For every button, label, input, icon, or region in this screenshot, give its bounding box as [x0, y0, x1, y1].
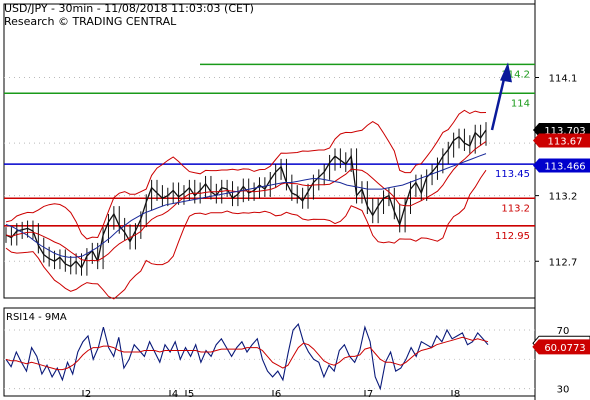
price-badge-label: 113.67 — [548, 137, 583, 148]
price-badge — [533, 158, 590, 173]
x-tick-label: 5 — [188, 389, 194, 400]
chart-title: USD/JPY - 30min - 11/08/2018 11:03:03 (C… — [4, 2, 254, 15]
rsi-tick-label: 30 — [557, 385, 570, 396]
moving-average-line — [5, 153, 487, 258]
rsi-tick-label: 70 — [557, 326, 570, 337]
resistance-label: 114 — [511, 98, 530, 109]
price-tick-label: 112.7 — [549, 257, 578, 268]
x-tick-label: 8 — [454, 389, 460, 400]
price-badge — [533, 133, 590, 148]
pivot-label: 113.45 — [495, 169, 530, 180]
lower-band — [5, 169, 487, 300]
rsi-panel-title: RSI14 - 9MA — [6, 312, 67, 323]
x-tick-label: 4 — [172, 389, 178, 400]
price-badge-label: 113.703 — [544, 126, 585, 137]
middle-band — [5, 140, 487, 262]
x-tick-label: 2 — [85, 389, 91, 400]
rsi-badge — [532, 339, 590, 355]
price-badge-label: 113.466 — [544, 161, 585, 172]
price-panel-frame — [3, 3, 536, 299]
rsi-line — [5, 322, 489, 391]
x-tick-label: 6 — [275, 389, 281, 400]
price-tick-label: 113.2 — [549, 192, 578, 203]
research-credit: Research © TRADING CENTRAL — [4, 15, 177, 28]
x-tick-label: 7 — [367, 389, 373, 400]
projection-arrow-head — [500, 62, 512, 83]
rsi-ma-line — [5, 336, 489, 371]
rsi-panel-frame — [3, 307, 536, 397]
rsi-badge-label: 60.0773 — [544, 343, 585, 354]
support-label: 112.95 — [495, 231, 530, 242]
upper-band — [5, 109, 487, 240]
resistance-label: 114.2 — [501, 69, 530, 80]
price-tick-label: 114.1 — [549, 74, 578, 85]
support-label: 113.2 — [501, 203, 530, 214]
